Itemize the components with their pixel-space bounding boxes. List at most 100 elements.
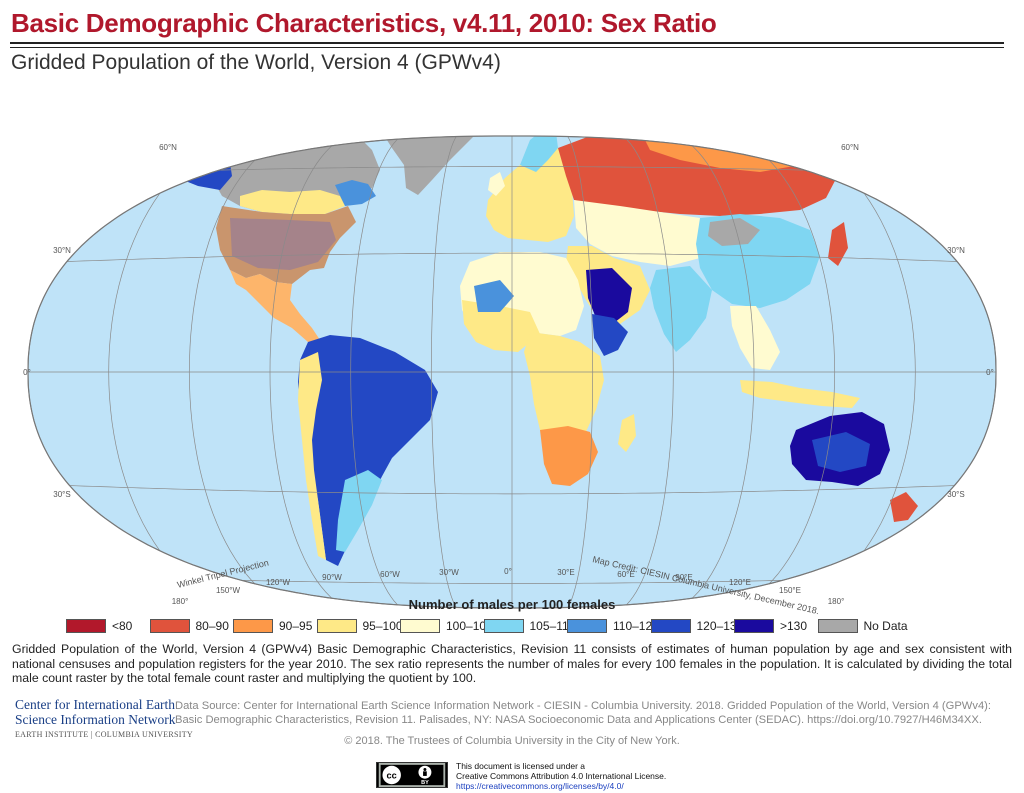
sa-south (336, 470, 382, 552)
lon-label: 60°W (380, 570, 400, 579)
svg-text:cc: cc (387, 771, 397, 781)
mongolia (708, 218, 760, 246)
title-rule-thin (10, 47, 1004, 48)
legend-swatch (233, 619, 273, 633)
data-source: Data Source: Center for International Ea… (175, 700, 992, 726)
legend-item: 100–105 (400, 617, 493, 635)
lon-label: 150°E (779, 586, 801, 595)
legend-label: <80 (112, 619, 133, 633)
legend-item: No Data (817, 617, 908, 635)
lon-label: 180° (172, 597, 189, 606)
graticule-labels: 60°N 60°N 30°N 30°N 0° 0° 30°S 30°S 180° 150°W 120… (23, 143, 994, 606)
legend-item: 80–90 (149, 617, 229, 635)
legend-swatch (400, 619, 440, 633)
cc-by-badge: cc BY (376, 762, 448, 788)
lon-label: 30°E (557, 568, 574, 577)
license-line-2: Creative Commons Attribution 4.0 Interna… (456, 771, 667, 781)
parallel-line (28, 252, 996, 264)
legend: <80 80–90 90–95 95–100 100–105 105–110 110–120… (66, 617, 966, 635)
legend-item: >130 (734, 617, 807, 635)
usa (216, 206, 356, 284)
lat-label-right: 0° (986, 368, 994, 377)
greenland (378, 136, 490, 195)
arabia (586, 268, 632, 326)
sahel-blue (474, 280, 514, 312)
africa-central (524, 332, 604, 452)
legend-label: No Data (863, 619, 908, 633)
lon-label: 150°W (216, 586, 241, 595)
lat-label-right: 30°N (947, 246, 965, 255)
legend-title: Number of males per 100 females (408, 597, 616, 612)
africa-south (540, 426, 598, 486)
copyright: © 2018. The Trustees of Columbia Univers… (344, 735, 680, 747)
cc-icon (382, 765, 401, 785)
canada-east (335, 180, 376, 206)
license-text: This document is licensed under a Creati… (456, 761, 666, 791)
legend-item: <80 (66, 617, 132, 635)
lon-label: 30°W (439, 568, 459, 577)
canada-south (240, 190, 345, 214)
legend-item: 95–100 (316, 617, 403, 635)
legend-item: 110–120 (567, 617, 659, 635)
logo-line-3: EARTH INSTITUTE | COLUMBIA UNIVERSITY (15, 730, 193, 739)
lon-label: 120°W (266, 578, 291, 587)
license-link[interactable]: https://creativecommons.org/licenses/by/… (456, 781, 624, 791)
madagascar (618, 414, 636, 452)
lon-label: 0° (504, 567, 512, 576)
map-description: Gridded Population of the World, Version… (12, 642, 1012, 685)
south-america (298, 335, 438, 566)
indonesia (740, 380, 860, 408)
legend-item: 90–95 (233, 617, 312, 635)
legend-swatch (316, 619, 357, 633)
lon-label: 90°E (675, 573, 692, 582)
lon-label: 90°W (322, 573, 342, 582)
parallel-line (28, 483, 996, 495)
legend-label: 120–130 (696, 619, 744, 633)
lon-label: 120°E (729, 578, 751, 587)
africa-west (462, 300, 540, 352)
lon-label: 60°E (617, 570, 634, 579)
se-asia (730, 306, 780, 370)
ciesin-logo: Center for International Earth Science I… (15, 697, 193, 739)
license-line-1: This document is licensed under a (456, 761, 585, 771)
logo-line-1: Center for International Earth (15, 697, 176, 712)
logo-line-2: Science Information Network (15, 712, 176, 727)
legend-item: 120–130 (650, 617, 744, 635)
legend-label: 95–100 (362, 619, 403, 633)
map-subtitle: Gridded Population of the World, Version… (11, 51, 501, 74)
lon-label: 180° (828, 597, 845, 606)
legend-swatch (66, 619, 106, 633)
legend-swatch (734, 619, 774, 633)
legend-label: 105–110 (529, 619, 576, 633)
central-asia (574, 200, 720, 266)
lat-label-left: 30°N (53, 246, 71, 255)
legend-swatch (650, 619, 691, 633)
lat-label-left: 0° (23, 368, 31, 377)
legend-label: 110–120 (613, 619, 659, 633)
scandinavia (520, 136, 558, 172)
legend-item: 105–110 (483, 617, 576, 635)
japan (828, 222, 848, 266)
legend-swatch (817, 619, 858, 633)
legend-label: >130 (780, 619, 808, 633)
map-border (27, 135, 997, 609)
lat-label-right: 30°S (947, 490, 964, 499)
europe (486, 148, 574, 242)
india (650, 266, 712, 352)
lat-label-left: 60°N (159, 143, 177, 152)
legend-swatch (149, 619, 190, 633)
land-areas (170, 136, 918, 566)
svg-text:BY: BY (421, 780, 429, 786)
legend-label: 90–95 (279, 619, 313, 633)
sa-west (298, 352, 326, 560)
lat-label-left: 30°S (53, 490, 70, 499)
legend-label: 80–90 (195, 619, 229, 633)
usa-texture (230, 218, 336, 270)
lat-label-right: 60°N (841, 143, 859, 152)
mexico (230, 270, 320, 342)
legend-swatch (567, 619, 607, 633)
africa-east (592, 314, 628, 356)
legend-swatch (483, 619, 524, 633)
title-rule (10, 42, 1004, 44)
